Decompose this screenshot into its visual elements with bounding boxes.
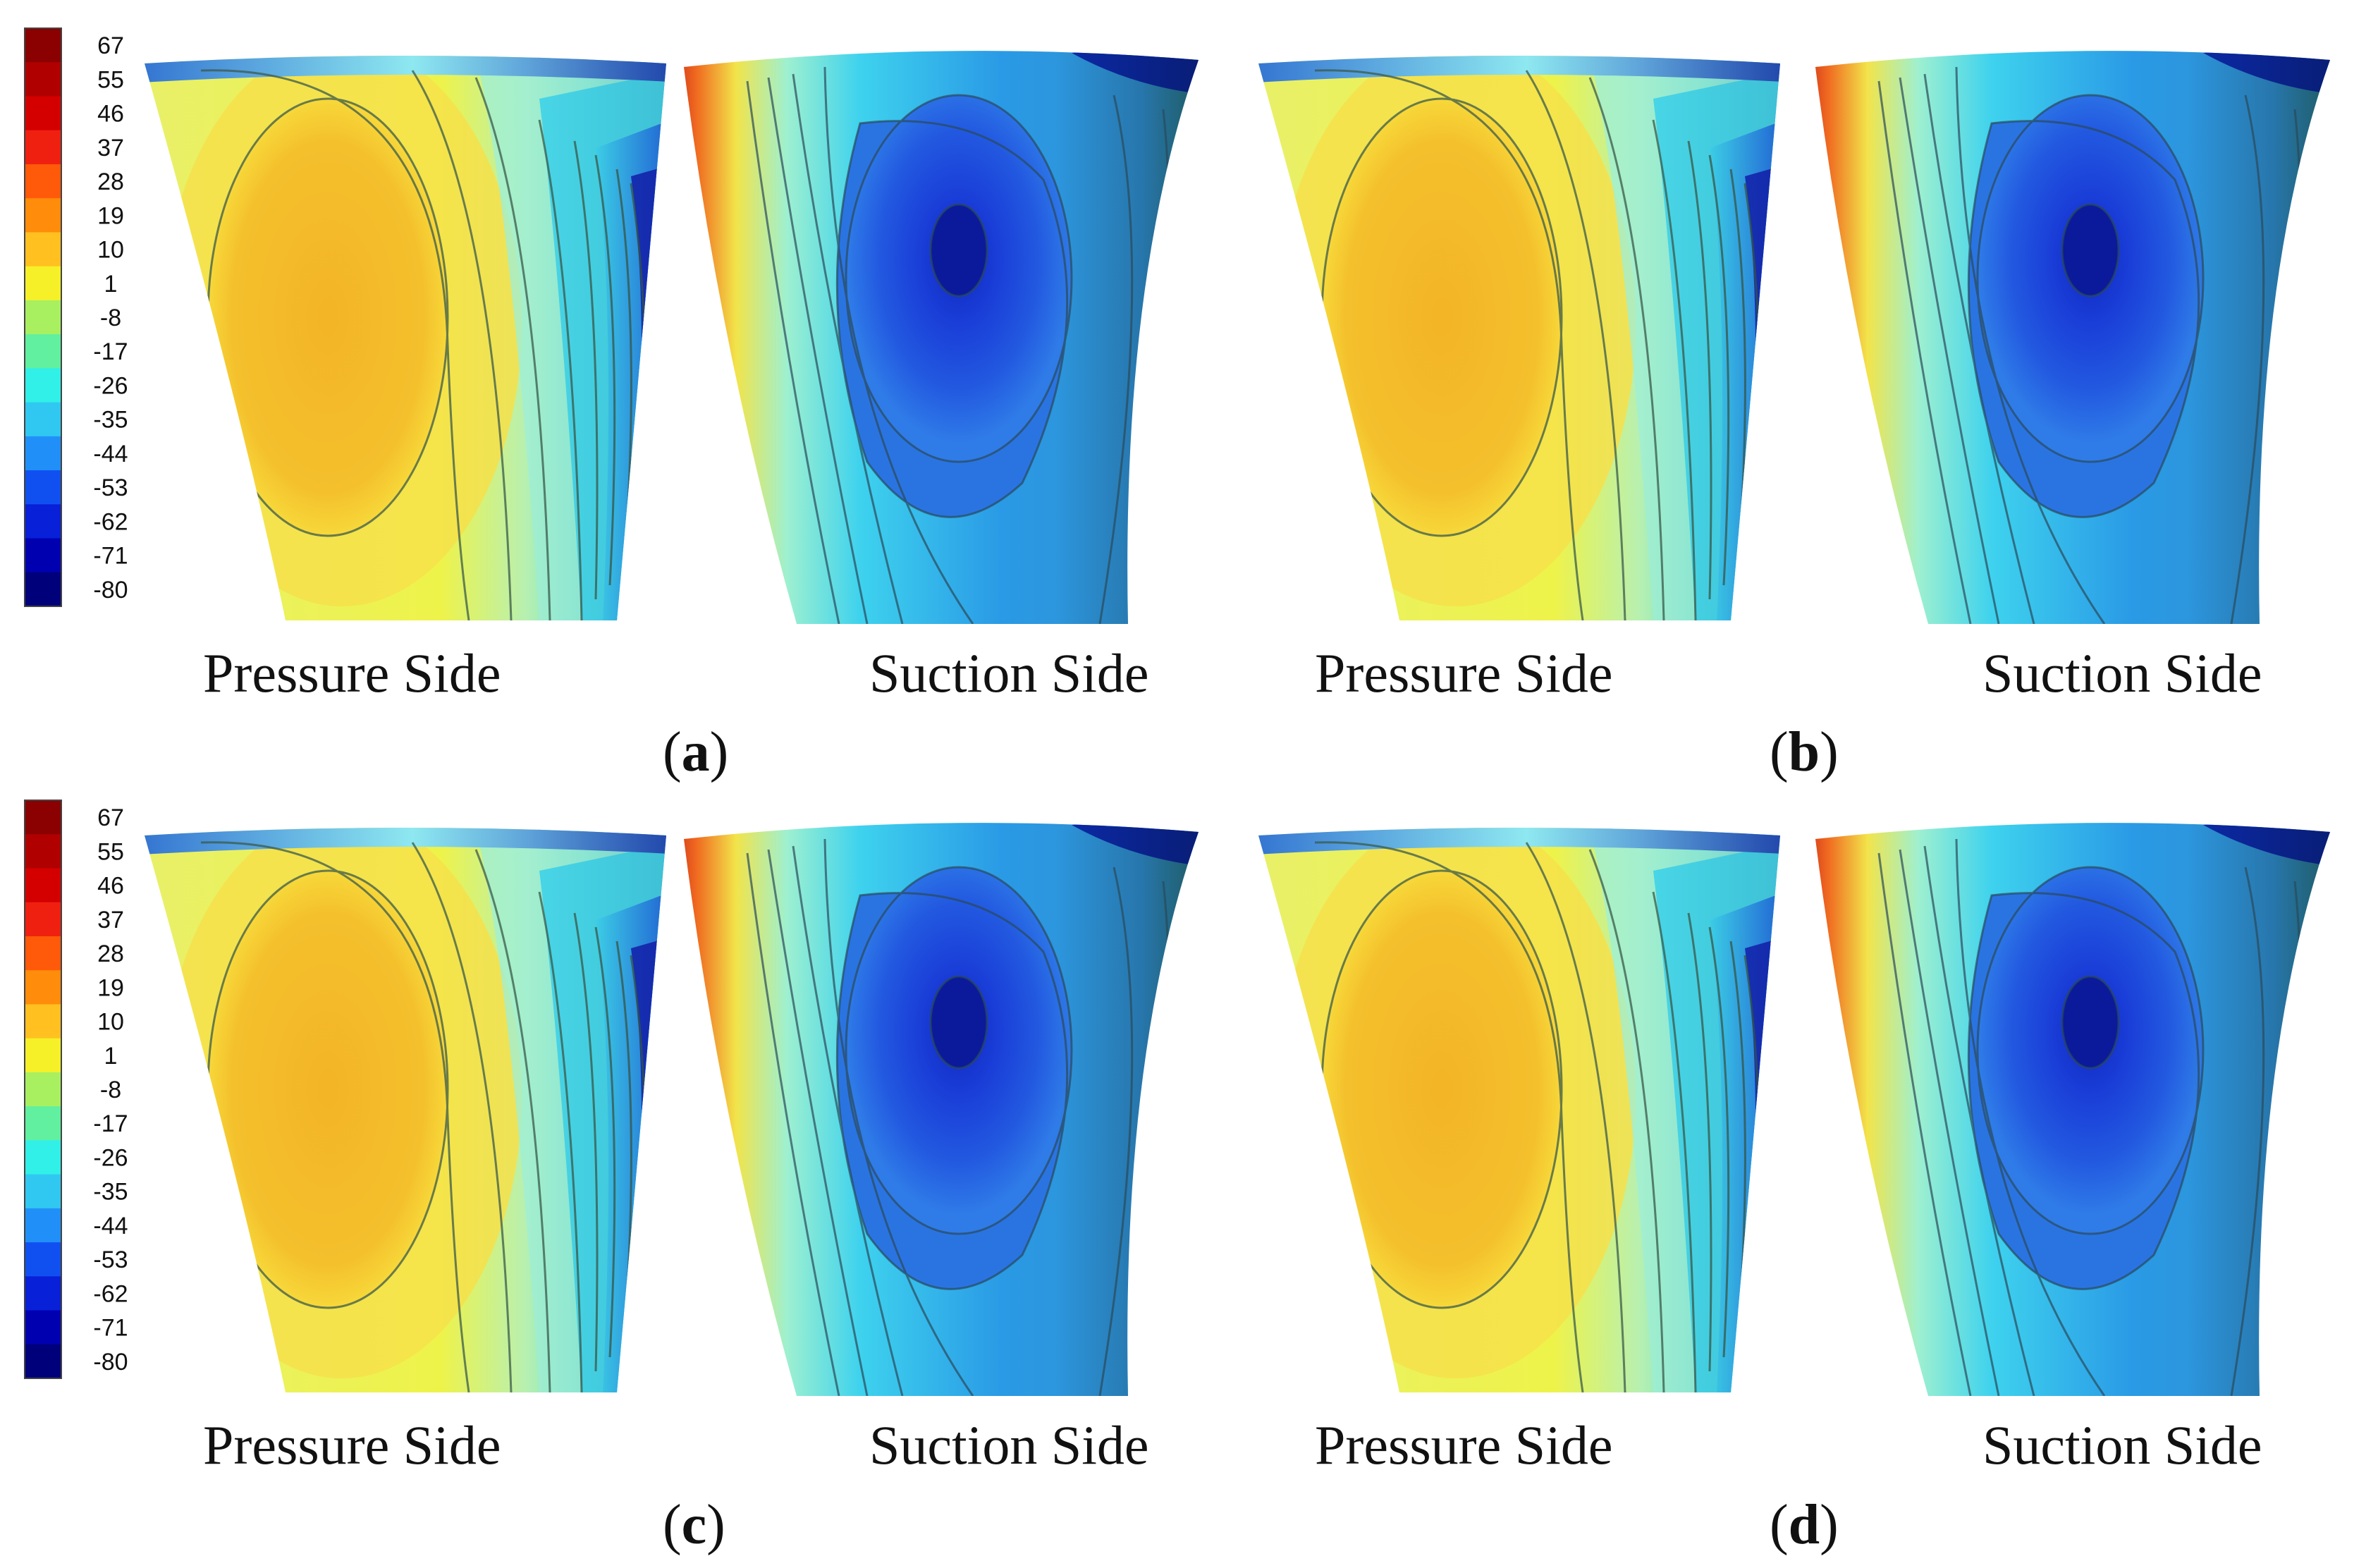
colorbar-tick-label: -35 bbox=[93, 407, 128, 434]
colorbar-swatch bbox=[25, 970, 61, 1005]
colorbar-swatch bbox=[25, 1140, 61, 1175]
colorbar-swatch bbox=[25, 266, 61, 301]
colorbar-tick-label: -17 bbox=[93, 338, 128, 365]
colorbar-tick-label: 46 bbox=[97, 101, 124, 128]
blade-suction-side-b bbox=[1794, 25, 2358, 638]
colorbar-tick-label: 19 bbox=[97, 974, 124, 1001]
suction-side-caption-c: Suction Side bbox=[869, 1414, 1149, 1476]
colorbar-tick-label: 19 bbox=[97, 202, 124, 229]
colorbar-swatch bbox=[25, 1208, 61, 1243]
colorbar-swatch bbox=[25, 1174, 61, 1209]
suction-side-caption-d: Suction Side bbox=[1982, 1414, 2262, 1476]
colorbar-swatch bbox=[25, 538, 61, 573]
colorbar-top: 67 55 46 37 28 19 10 1 -8 -17 -26 -35 -44 -53 -62 -71 -8… bbox=[24, 27, 128, 607]
colorbar-swatch bbox=[25, 1106, 61, 1141]
colorbar-swatch bbox=[25, 572, 61, 607]
colorbar-swatch bbox=[25, 936, 61, 971]
colorbar-tick-label: -62 bbox=[93, 508, 128, 535]
colorbar-tick-label: -35 bbox=[93, 1179, 128, 1206]
colorbar-tick-label: 10 bbox=[97, 1009, 124, 1036]
colorbar-swatch bbox=[25, 1242, 61, 1277]
panel-label-b: (b) bbox=[1770, 721, 1839, 783]
colorbar-swatch bbox=[25, 300, 61, 335]
colorbar-tick-label: 1 bbox=[104, 1043, 118, 1070]
colorbar-tick-label: -8 bbox=[100, 305, 121, 331]
blade-pressure-side-a bbox=[130, 35, 709, 635]
colorbar-tick-label: -62 bbox=[93, 1280, 128, 1307]
blade-pressure-side-d bbox=[1244, 807, 1822, 1407]
panel-label-d: (d) bbox=[1770, 1494, 1839, 1556]
suction-side-caption-b: Suction Side bbox=[1982, 642, 2262, 704]
colorbar-swatch bbox=[25, 800, 61, 835]
colorbar-tick-label: 67 bbox=[97, 804, 124, 831]
colorbar-tick-label: 28 bbox=[97, 941, 124, 967]
colorbar-tick-label: -17 bbox=[93, 1110, 128, 1137]
colorbar-frame bbox=[24, 27, 62, 607]
panel-label-c: (c) bbox=[663, 1494, 725, 1556]
colorbar-swatch bbox=[25, 96, 61, 131]
colorbar-swatch bbox=[25, 1004, 61, 1039]
colorbar-tick-label: 37 bbox=[97, 907, 124, 933]
colorbar-swatch bbox=[25, 504, 61, 539]
colorbar-swatch bbox=[25, 28, 61, 63]
colorbar-swatch bbox=[25, 130, 61, 165]
colorbar-tick-label: 55 bbox=[97, 66, 124, 93]
colorbar-tick-label: 37 bbox=[97, 135, 124, 161]
colorbar-tick-label: 46 bbox=[97, 873, 124, 900]
colorbar-swatch bbox=[25, 232, 61, 267]
colorbar-tick-label: -53 bbox=[93, 1247, 128, 1273]
colorbar-swatch bbox=[25, 834, 61, 869]
suction-side-caption-a: Suction Side bbox=[869, 642, 1149, 704]
colorbar-swatch bbox=[25, 902, 61, 937]
colorbar-tick-label: 67 bbox=[97, 32, 124, 59]
colorbar-tick-label: 55 bbox=[97, 838, 124, 865]
colorbar-frame bbox=[24, 800, 62, 1379]
pressure-side-caption-c: Pressure Side bbox=[203, 1414, 501, 1476]
colorbar-tick-label: -8 bbox=[100, 1077, 121, 1103]
colorbar-swatch bbox=[25, 1038, 61, 1073]
colorbar-swatch bbox=[25, 868, 61, 903]
colorbar-tick-label: -44 bbox=[93, 1213, 128, 1239]
colorbar-swatch bbox=[25, 368, 61, 403]
colorbar-tick-label: -53 bbox=[93, 474, 128, 501]
colorbar-tick-label: -80 bbox=[93, 577, 128, 604]
pressure-side-caption-a: Pressure Side bbox=[203, 642, 501, 704]
colorbar-swatch bbox=[25, 198, 61, 233]
colorbar-bottom: 67 55 46 37 28 19 10 1 -8 -17 -26 -35 -44 -53 -62 -71 -8… bbox=[24, 800, 128, 1379]
colorbar-tick-label: -71 bbox=[93, 543, 128, 570]
blade-pressure-side-c bbox=[130, 807, 709, 1407]
panel-label-a: (a) bbox=[663, 721, 729, 783]
colorbar-swatch bbox=[25, 1072, 61, 1107]
blade-pressure-side-b bbox=[1244, 35, 1822, 635]
colorbar-swatch bbox=[25, 1310, 61, 1345]
colorbar-swatch bbox=[25, 334, 61, 369]
colorbar-tick-label: -26 bbox=[93, 1144, 128, 1171]
colorbar-swatch bbox=[25, 436, 61, 471]
colorbar-tick-label: 28 bbox=[97, 169, 124, 195]
colorbar-swatch bbox=[25, 402, 61, 437]
colorbar-tick-label: -44 bbox=[93, 441, 128, 467]
colorbar-swatch bbox=[25, 62, 61, 97]
pressure-side-caption-b: Pressure Side bbox=[1315, 642, 1613, 704]
blade-suction-side-d bbox=[1794, 797, 2358, 1410]
pressure-side-caption-d: Pressure Side bbox=[1315, 1414, 1613, 1476]
colorbar-tick-label: -80 bbox=[93, 1349, 128, 1376]
colorbar-swatch bbox=[25, 470, 61, 505]
blade-suction-side-c bbox=[663, 797, 1227, 1410]
blade-suction-side-a bbox=[663, 25, 1227, 638]
colorbar-swatch bbox=[25, 1276, 61, 1311]
colorbar-swatch bbox=[25, 1344, 61, 1379]
colorbar-tick-label: -71 bbox=[93, 1315, 128, 1342]
colorbar-tick-label: 10 bbox=[97, 237, 124, 264]
colorbar-tick-label: 1 bbox=[104, 271, 118, 298]
colorbar-tick-label: -26 bbox=[93, 372, 128, 399]
colorbar-swatch bbox=[25, 164, 61, 199]
